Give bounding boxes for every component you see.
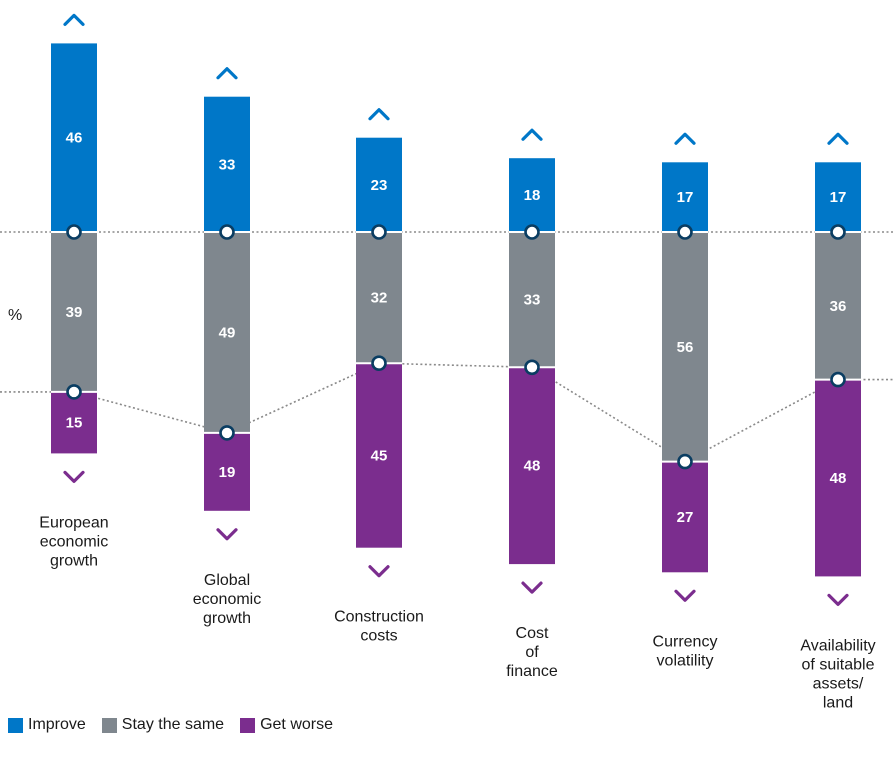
boundary-marker-lower: [371, 355, 387, 372]
category-label-line: growth: [50, 552, 98, 569]
category-label-line: Currency: [653, 633, 718, 650]
category-label-line: costs: [360, 628, 397, 645]
bar-get-worse: [356, 363, 402, 548]
axis-unit-label: %: [8, 307, 22, 324]
boundary-marker-upper: [66, 224, 82, 240]
bar-improve: [815, 162, 861, 232]
legend: Improve Stay the same Get worse: [8, 716, 349, 734]
bar-improve: [509, 158, 555, 232]
category-label-line: economic: [40, 533, 108, 550]
legend-swatch-same: [101, 717, 117, 733]
data-label-get-worse: 45: [371, 447, 388, 464]
data-label-stay-same: 33: [524, 292, 541, 309]
bar-get-worse: [662, 461, 708, 573]
category-label-line: Global: [204, 572, 250, 589]
chevron-down-icon: [827, 593, 849, 606]
chevron-up-icon: [827, 132, 849, 145]
category-label: Construction costs: [334, 609, 424, 645]
bar-stay-same: [51, 232, 97, 392]
category-label: Cost of finance: [506, 625, 558, 680]
boundary-marker-upper: [524, 224, 540, 240]
data-label-stay-same: 32: [371, 290, 388, 307]
legend-label-improve: Improve: [28, 716, 86, 733]
bar-stay-same: [356, 232, 402, 364]
data-label-stay-same: 36: [830, 298, 847, 315]
data-label-improve: 33: [219, 156, 236, 173]
category-label-line: growth: [203, 610, 251, 627]
boundary-marker-upper: [830, 224, 846, 240]
bar-improve: [51, 43, 97, 233]
chevron-down-icon: [63, 470, 85, 483]
data-label-stay-same: 49: [219, 324, 236, 341]
bar-improve: [204, 96, 250, 232]
bar-stay-same: [662, 232, 708, 462]
data-label-stay-same: 39: [66, 304, 83, 321]
boundary-marker-upper: [219, 224, 235, 240]
boundary-marker-upper: [677, 224, 693, 240]
chevron-up-icon: [63, 13, 85, 26]
bar-get-worse: [51, 391, 97, 454]
legend-swatch-worse: [240, 717, 256, 733]
chevron-down-icon: [521, 581, 543, 594]
data-label-improve: 46: [66, 130, 83, 147]
bar-stay-same: [509, 232, 555, 368]
reference-line-lower: [0, 362, 895, 463]
bar-get-worse: [815, 379, 861, 577]
legend-item-same: Stay the same: [101, 716, 225, 734]
chevron-up-icon: [521, 128, 543, 141]
legend-label-worse: Get worse: [260, 716, 333, 733]
legend-label-same: Stay the same: [121, 716, 225, 733]
data-label-get-worse: 48: [830, 470, 847, 487]
data-label-stay-same: 56: [677, 339, 694, 356]
bar-get-worse: [204, 432, 250, 511]
bar-improve: [662, 162, 708, 232]
category-label-line: Cost: [516, 625, 549, 642]
chevron-down-icon: [216, 528, 238, 541]
bar-stay-same: [204, 232, 250, 433]
data-label-get-worse: 19: [219, 464, 236, 481]
category-label-line: of: [525, 644, 539, 661]
data-label-get-worse: 27: [677, 509, 694, 526]
boundary-marker-lower: [219, 425, 235, 441]
category-label-line: land: [823, 694, 853, 711]
category-label-line: Availability: [800, 637, 875, 654]
category-label: Availability of suitable assets/land: [800, 637, 875, 711]
category-label-line: of suitable: [802, 656, 875, 673]
chevron-up-icon: [216, 67, 238, 80]
category-label: Global economic growth: [193, 572, 261, 627]
bar-improve: [356, 137, 402, 232]
legend-swatch-improve: [8, 717, 23, 733]
chevron-down-icon: [368, 565, 390, 578]
data-label-improve: 17: [677, 189, 694, 206]
chevron-up-icon: [368, 108, 390, 121]
category-label-line: volatility: [657, 652, 714, 669]
data-label-improve: 23: [371, 177, 388, 194]
chevron-up-icon: [674, 132, 696, 145]
boundary-marker-lower: [524, 359, 540, 376]
data-label-get-worse: 15: [66, 415, 83, 432]
category-label-line: European: [39, 514, 108, 531]
bar-get-worse: [509, 367, 555, 565]
category-label-line: economic: [193, 591, 261, 608]
chevron-down-icon: [674, 589, 696, 602]
data-label-get-worse: 48: [524, 458, 541, 475]
boundary-marker-lower: [677, 453, 693, 470]
category-label: Currency volatility: [653, 633, 718, 669]
category-label-line: assets/: [813, 675, 864, 692]
data-label-improve: 18: [524, 187, 541, 204]
boundary-marker-lower: [830, 371, 846, 388]
bar-stay-same: [815, 232, 861, 380]
category-label-line: Construction: [334, 609, 424, 626]
boundary-marker-lower: [66, 384, 82, 400]
boundary-marker-upper: [371, 224, 387, 240]
data-label-improve: 17: [830, 189, 847, 206]
category-label: European economic growth: [39, 514, 108, 569]
legend-item-worse: Get worse: [240, 716, 333, 734]
legend-item-improve: Improve: [8, 716, 86, 734]
category-label-line: finance: [506, 663, 558, 680]
